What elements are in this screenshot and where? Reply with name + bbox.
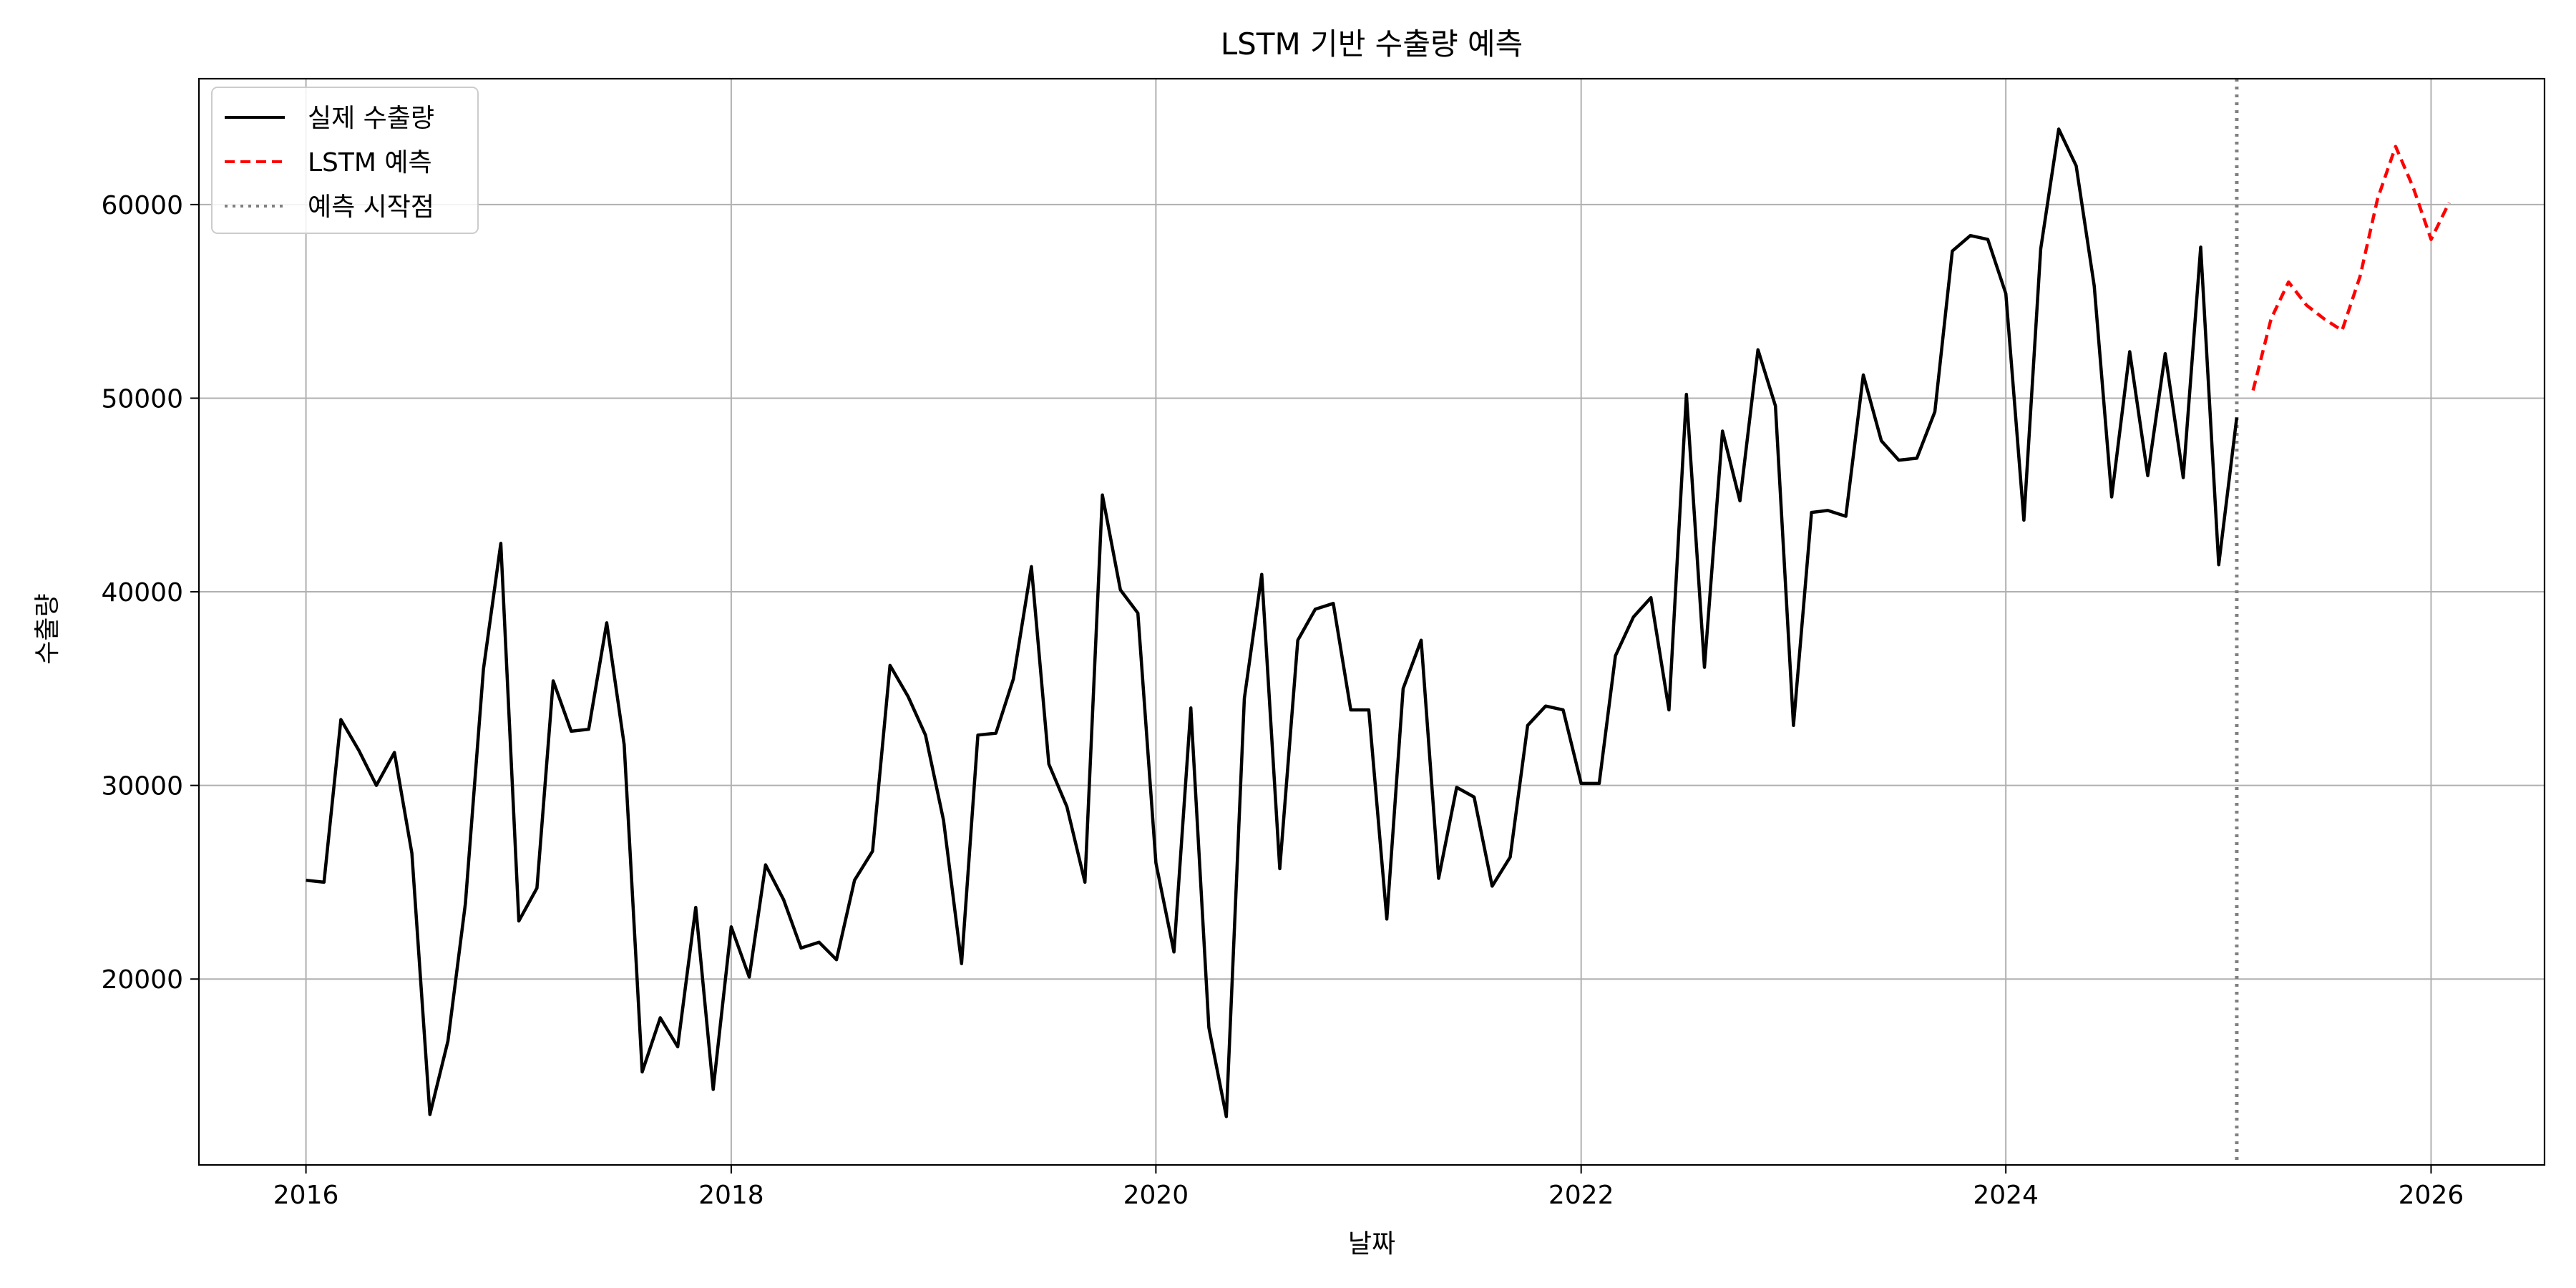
legend-frame: [211, 87, 479, 234]
x-tick-label: 2020: [1123, 1181, 1189, 1210]
chart-title: LSTM 기반 수출량 예측: [1221, 26, 1523, 62]
x-tick-label: 2018: [698, 1181, 764, 1210]
x-axis-label: 날짜: [1348, 1229, 1395, 1259]
forecast-series-line: [2251, 145, 2451, 391]
x-tick-label: 2016: [273, 1181, 339, 1210]
grid: [199, 79, 2545, 1165]
x-tick-label: 2026: [2399, 1181, 2464, 1210]
legend: 실제 수출량 LSTM 예측 예측 시작점: [211, 87, 479, 234]
y-tick-label: 20000: [101, 965, 183, 995]
plot-area-frame: [197, 77, 2546, 1166]
legend-label-forecast-start: 예측 시작점: [308, 192, 434, 222]
y-tick-label: 40000: [101, 578, 183, 608]
y-tick-label: 60000: [101, 191, 183, 220]
actual-series-line: [306, 127, 2239, 1118]
y-tick-label: 30000: [101, 772, 183, 801]
y-tick-label: 50000: [101, 384, 183, 414]
legend-label-actual: 실제 수출량: [308, 104, 434, 133]
axis-ticks: 2016 2018 2020 2022 2024 2026 20000 30000 40000 5…: [101, 191, 2464, 1210]
series-lines: [306, 79, 2451, 1165]
x-tick-label: 2022: [1548, 1181, 1614, 1210]
legend-label-forecast: LSTM 예측: [308, 148, 432, 177]
y-axis-label: 수출량: [33, 593, 62, 664]
x-tick-label: 2024: [1973, 1181, 2039, 1210]
